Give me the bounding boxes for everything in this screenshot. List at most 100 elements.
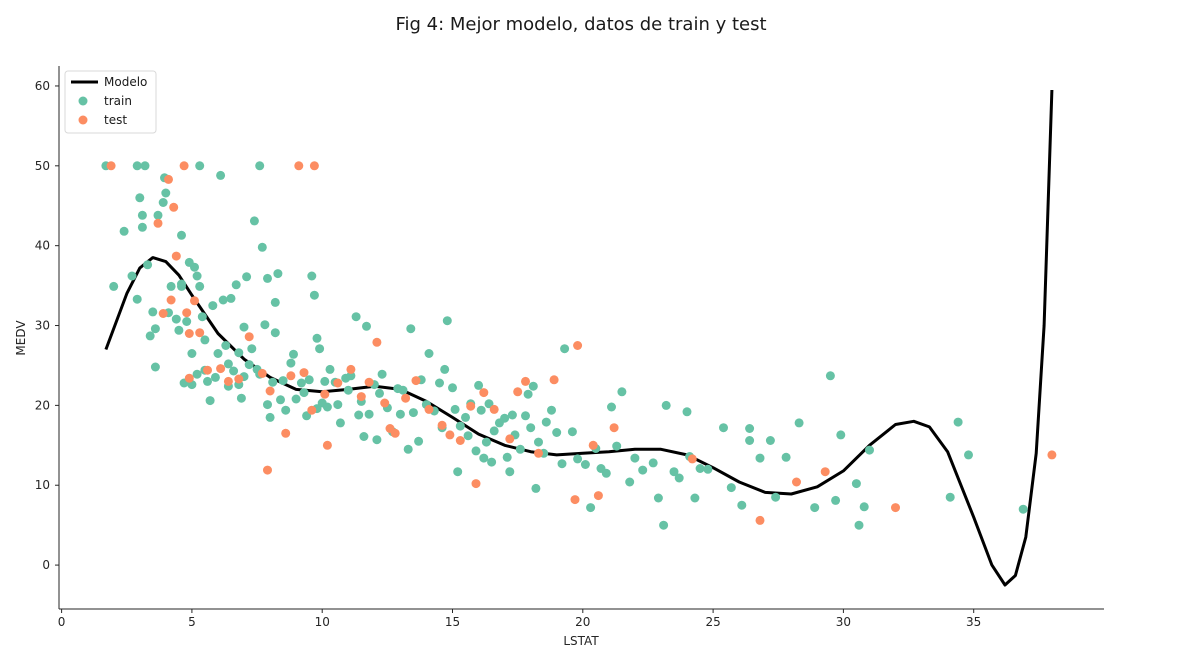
train-point (414, 436, 424, 446)
x-ticks: 0 5 10 15 20 25 30 35 (58, 609, 981, 629)
train-point (247, 344, 257, 354)
train-point (135, 193, 145, 203)
train-point (372, 435, 382, 445)
train-point (435, 378, 444, 388)
test-point (588, 440, 598, 450)
train-point (260, 320, 270, 330)
train-point (377, 369, 387, 379)
test-point (505, 434, 515, 444)
train-point (455, 421, 465, 431)
legend-test-swatch (78, 115, 88, 125)
test-point (364, 377, 374, 387)
train-point (500, 413, 510, 423)
train-point (177, 230, 186, 240)
test-point (320, 389, 330, 399)
train-point (463, 431, 473, 441)
train-point (661, 400, 671, 410)
test-point (356, 392, 366, 402)
train-point (515, 444, 525, 454)
train-point (239, 322, 249, 332)
y-tick-label: 30 (35, 319, 50, 333)
legend: Modelo train test (64, 70, 157, 134)
train-point (362, 321, 371, 331)
test-point (455, 436, 465, 445)
test-point (184, 373, 194, 383)
train-point (200, 335, 210, 345)
test-point (158, 309, 168, 318)
train-point (552, 428, 562, 437)
y-ticks: 0 10 20 30 40 50 60 (35, 79, 59, 572)
train-point (312, 333, 322, 343)
train-point (502, 452, 512, 462)
test-point (333, 378, 343, 388)
x-tick-label: 25 (705, 615, 720, 629)
test-point (307, 405, 317, 415)
test-point (234, 374, 244, 384)
x-tick-label: 5 (188, 615, 196, 629)
train-point (255, 161, 265, 171)
train-point (187, 349, 197, 358)
test-point (223, 376, 233, 386)
train-point (398, 385, 408, 395)
train-point (573, 454, 583, 464)
x-tick-label: 30 (836, 615, 851, 629)
train-point (325, 364, 335, 374)
train-point (291, 394, 301, 404)
test-point (755, 515, 765, 525)
train-point (236, 393, 246, 403)
train-point (765, 436, 775, 445)
legend-train-swatch (78, 96, 88, 106)
train-point (406, 324, 416, 334)
train-point (226, 293, 236, 303)
train-point (231, 280, 241, 290)
train-point (158, 198, 168, 207)
test-point (534, 448, 543, 458)
test-point (372, 337, 382, 347)
test-point (445, 430, 455, 440)
train-point (771, 492, 781, 502)
train-point (218, 295, 228, 305)
legend-box (64, 70, 157, 134)
train-point (270, 328, 280, 338)
train-point (625, 477, 635, 487)
test-point (424, 404, 434, 414)
y-tick-label: 20 (35, 398, 50, 412)
test-point (309, 161, 319, 171)
y-tick-label: 50 (35, 159, 50, 173)
train-point (1018, 504, 1028, 514)
train-point (166, 281, 176, 291)
train-point (375, 388, 384, 398)
train-point (755, 453, 765, 463)
train-point (719, 423, 728, 433)
train-point (195, 161, 205, 171)
train-point (263, 400, 272, 410)
train-point (182, 317, 192, 326)
train-point (560, 344, 570, 354)
test-point (609, 423, 619, 433)
train-point (424, 349, 434, 358)
chart-title: Fig 4: Mejor modelo, datos de train y te… (395, 14, 766, 35)
train-point (528, 381, 538, 391)
test-point (286, 371, 296, 381)
test-point (380, 398, 390, 408)
test-point (195, 328, 205, 338)
train-point (304, 375, 314, 385)
train-point (140, 161, 150, 171)
train-point (825, 371, 835, 381)
train-point (395, 409, 405, 419)
test-point (184, 329, 194, 338)
test-point (166, 295, 176, 305)
train-point (177, 281, 186, 291)
test-point (265, 386, 275, 396)
train-point (143, 260, 153, 270)
test-point (281, 428, 291, 438)
train-point (523, 389, 533, 399)
train-point (453, 467, 463, 477)
x-tick-label: 20 (575, 615, 590, 629)
train-point (171, 314, 181, 324)
test-point (549, 375, 559, 385)
test-point (401, 393, 411, 403)
test-point (171, 251, 181, 261)
train-point (953, 417, 963, 427)
train-point (322, 402, 332, 412)
